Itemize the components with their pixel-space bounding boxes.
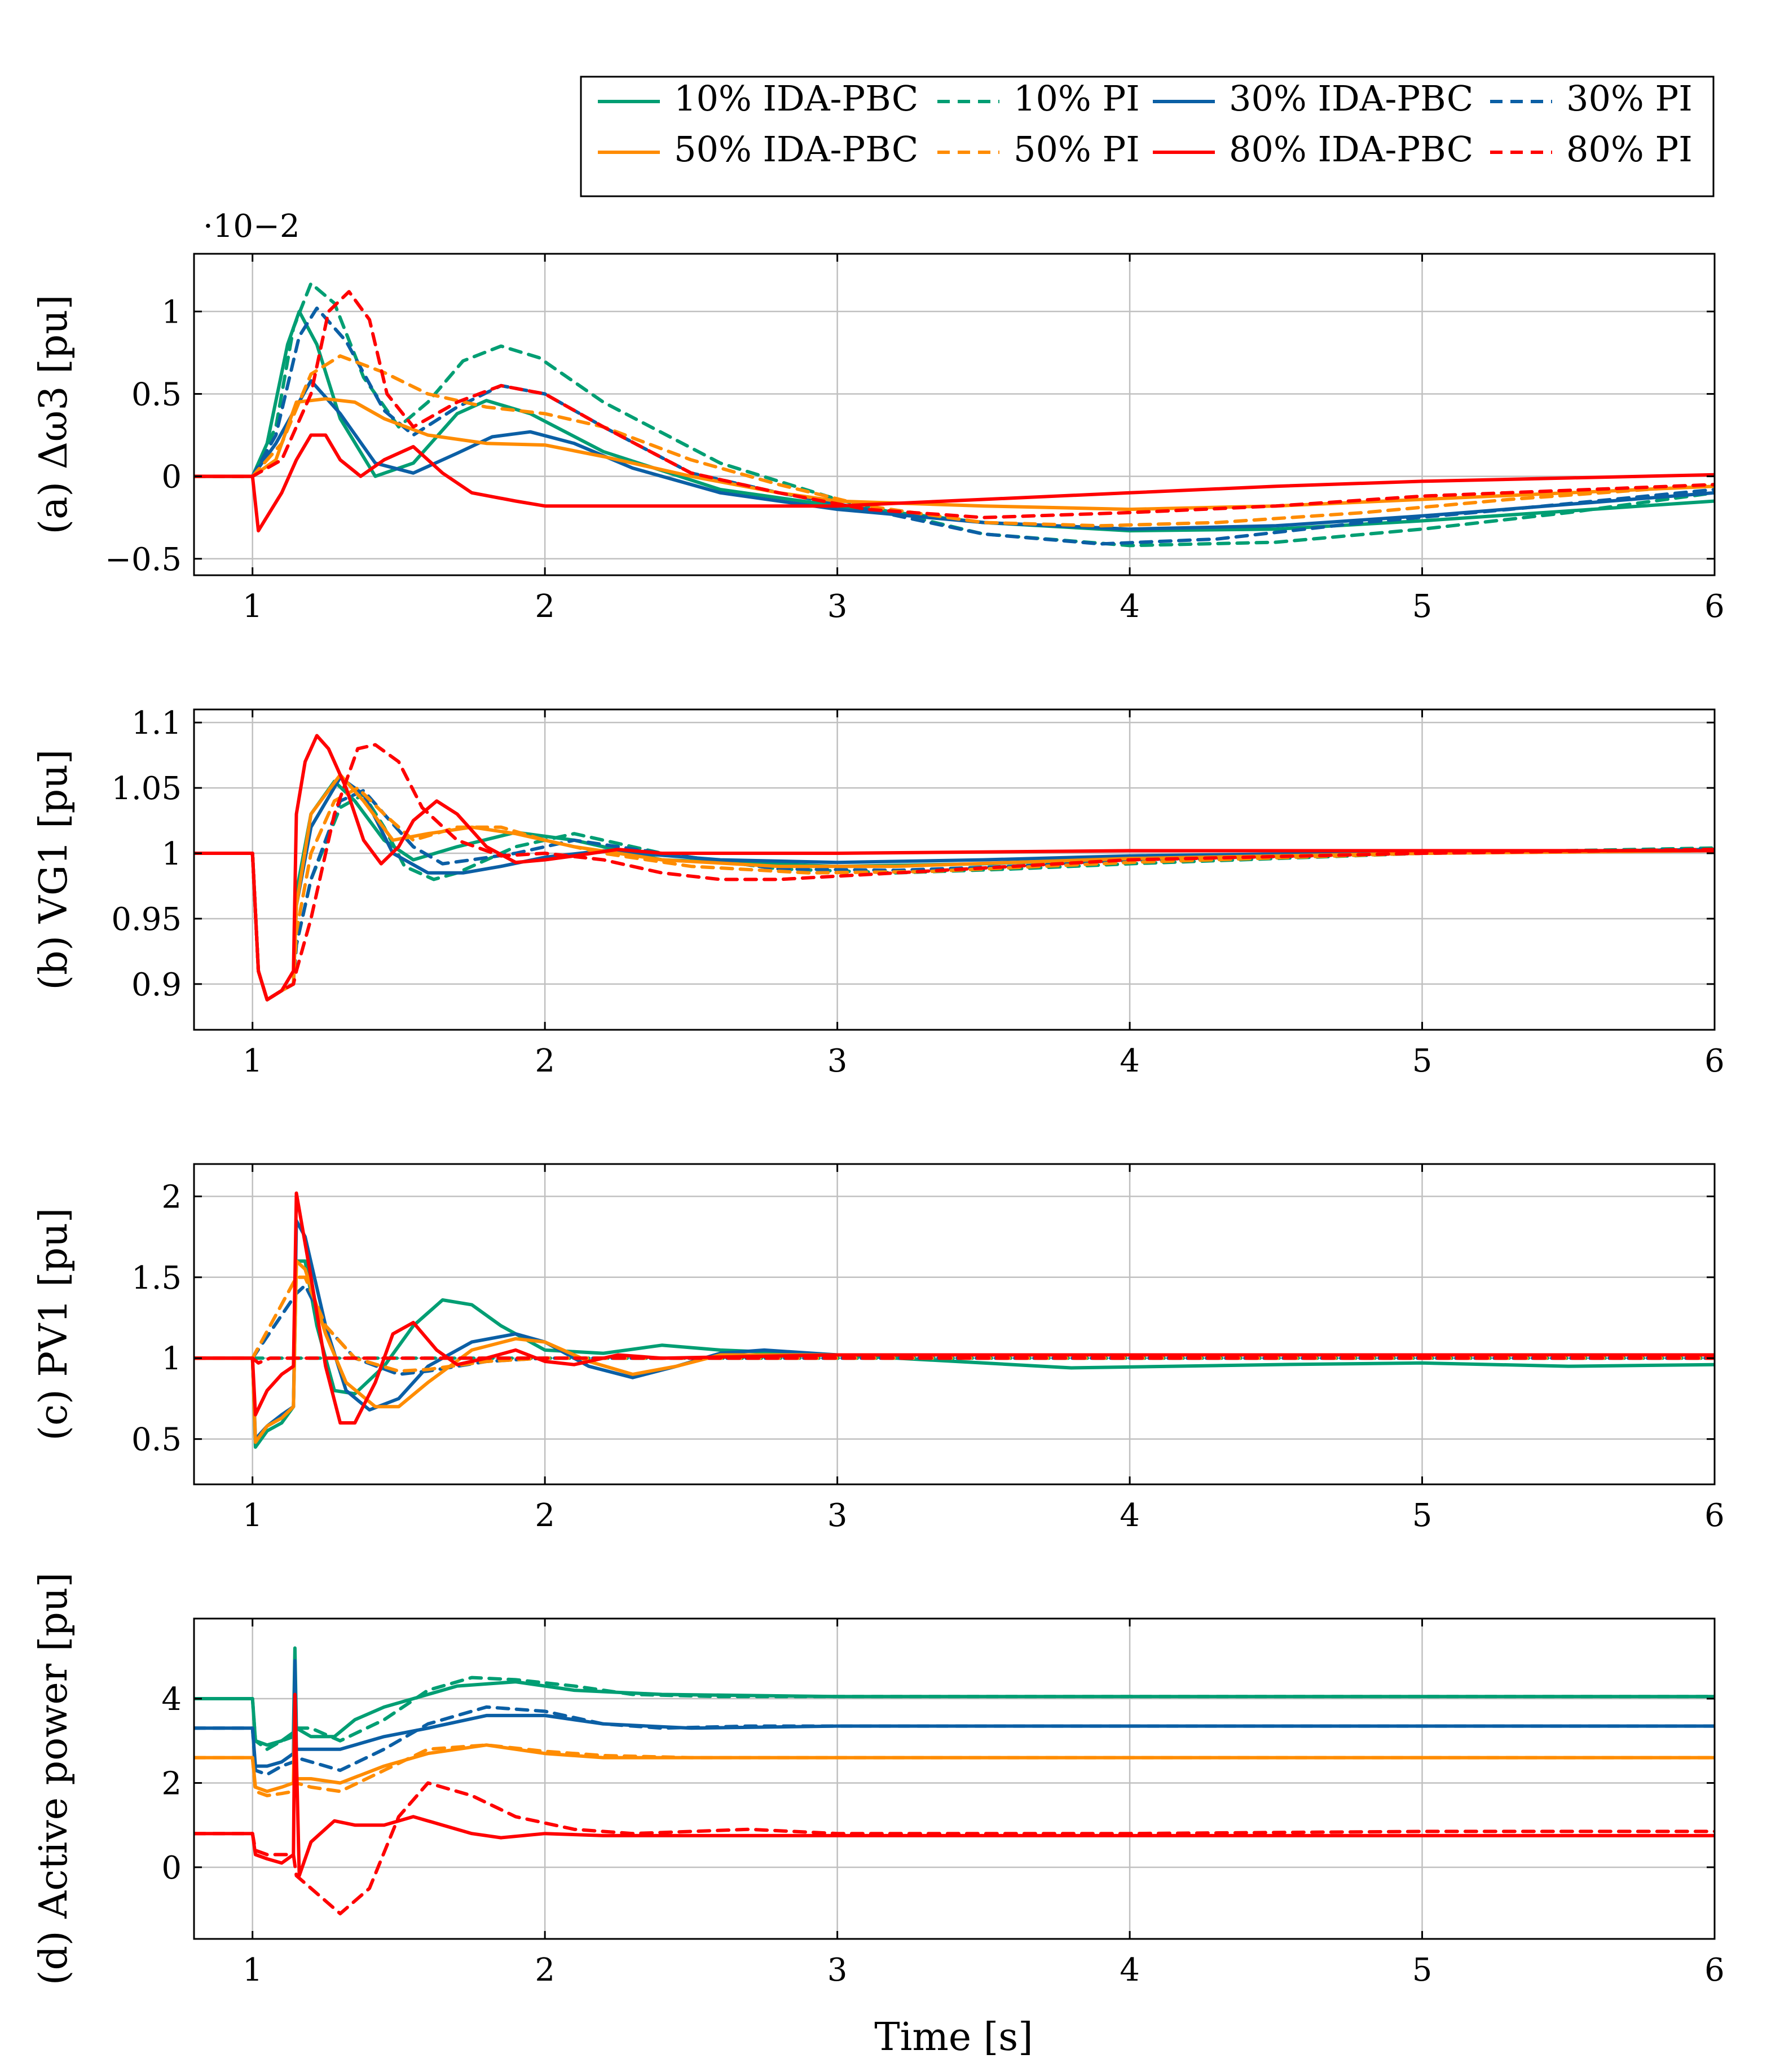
x-tick-label: 4 xyxy=(1120,1043,1140,1079)
legend: 10% IDA-PBC 10% PI 30% IDA-PBC 30% PI 50% ID… xyxy=(580,76,1715,197)
x-tick-label: 5 xyxy=(1412,1043,1433,1079)
y-tick-label: 0 xyxy=(161,1850,182,1886)
series-line-80-ida-pbc xyxy=(194,433,1715,533)
chart-panels: 1 2 3 4 5 6 −0.5 0 0.5 1 (a) Δω3 [pu] ·10−2 1 2 3 4 5 6 0.… xyxy=(32,208,1725,1989)
series-line-80-pi xyxy=(194,1356,1715,1365)
y-tick-label: 1 xyxy=(161,1341,182,1377)
series-line-80-ida-pbc xyxy=(194,734,1715,1002)
series-line-30-pi xyxy=(194,306,1715,546)
x-tick-label: 2 xyxy=(535,1497,555,1534)
y-tick-label: −0.5 xyxy=(105,541,182,578)
x-axis-label: Time [s] xyxy=(874,2015,1033,2060)
chart-panel-4: 1 2 3 4 5 6 0 2 4 (d) Active power [pu] xyxy=(32,1572,1725,1989)
series-line-10-ida-pbc xyxy=(194,310,1715,533)
legend-label: 10% IDA-PBC xyxy=(674,78,918,119)
series-group xyxy=(194,734,1715,1002)
x-tick-label: 6 xyxy=(1704,1497,1725,1534)
y-tick-label: 1 xyxy=(161,836,182,872)
y-tick-label: 1.1 xyxy=(131,705,182,742)
series-group xyxy=(194,281,1715,548)
y-scale-label: ·10−2 xyxy=(203,208,300,245)
y-tick-label: 0.5 xyxy=(131,1422,182,1458)
x-tick-label: 4 xyxy=(1120,1497,1140,1534)
y-axis-label: (d) Active power [pu] xyxy=(32,1572,76,1985)
plot-area xyxy=(194,1164,1715,1484)
y-tick-label: 0 xyxy=(161,459,182,496)
plot-area xyxy=(194,1619,1715,1939)
series-line-10-ida-pbc xyxy=(194,1259,1715,1449)
series-line-50-pi xyxy=(194,1275,1715,1373)
x-tick-label: 3 xyxy=(827,588,848,625)
series-line-80-pi xyxy=(194,1781,1715,1916)
legend-label: 30% PI xyxy=(1566,78,1693,119)
x-tick-label: 3 xyxy=(827,1952,848,1989)
x-tick-label: 5 xyxy=(1412,588,1433,625)
y-tick-label: 2 xyxy=(161,1765,182,1802)
series-line-80-pi xyxy=(194,290,1715,519)
plot-frame xyxy=(193,1163,1716,1485)
series-line-80-ida-pbc xyxy=(194,1692,1715,1877)
x-tick-label: 1 xyxy=(243,588,263,625)
x-tick-label: 5 xyxy=(1412,1952,1433,1989)
x-tick-label: 2 xyxy=(535,588,555,625)
y-tick-label: 1.05 xyxy=(111,770,182,807)
x-tick-label: 1 xyxy=(243,1043,263,1079)
series-line-30-pi xyxy=(194,1705,1715,1776)
chart-panel-3: 1 2 3 4 5 6 0.5 1 1.5 2 (c) PV1 [pu] xyxy=(32,1163,1725,1534)
x-tick-label: 6 xyxy=(1704,1043,1725,1079)
legend-label: 50% IDA-PBC xyxy=(674,129,918,170)
plot-frame xyxy=(193,1617,1716,1940)
series-line-80-pi xyxy=(194,743,1715,1002)
x-tick-label: 4 xyxy=(1120,588,1140,625)
y-tick-label: 0.5 xyxy=(131,376,182,413)
x-tick-label: 6 xyxy=(1704,588,1725,625)
y-tick-label: 0.95 xyxy=(111,901,182,938)
x-tick-label: 2 xyxy=(535,1952,555,1989)
x-tick-label: 3 xyxy=(827,1043,848,1079)
x-tick-label: 4 xyxy=(1120,1952,1140,1989)
series-group xyxy=(194,1191,1715,1449)
chart-panel-1: 1 2 3 4 5 6 −0.5 0 0.5 1 (a) Δω3 [pu] ·10−2 xyxy=(32,208,1725,625)
y-axis-label: (a) Δω3 [pu] xyxy=(32,294,76,534)
series-line-10-pi xyxy=(194,1676,1715,1751)
x-tick-label: 6 xyxy=(1704,1952,1725,1989)
legend-label: 10% PI xyxy=(1014,78,1140,119)
y-axis-label: (b) VG1 [pu] xyxy=(32,750,76,990)
legend-box xyxy=(580,76,1715,197)
legend-label: 80% PI xyxy=(1566,129,1693,170)
legend-label: 30% IDA-PBC xyxy=(1229,78,1473,119)
x-tick-label: 1 xyxy=(243,1952,263,1989)
x-tick-label: 3 xyxy=(827,1497,848,1534)
y-tick-label: 4 xyxy=(161,1681,182,1718)
x-tick-label: 2 xyxy=(535,1043,555,1079)
plot-frame xyxy=(193,253,1716,576)
series-group xyxy=(194,1646,1715,1916)
series-line-50-pi xyxy=(194,1743,1715,1797)
series-line-50-ida-pbc xyxy=(194,1697,1715,1793)
legend-label: 80% IDA-PBC xyxy=(1229,129,1473,170)
y-tick-label: 2 xyxy=(161,1179,182,1215)
x-tick-label: 1 xyxy=(243,1497,263,1534)
y-tick-label: 1.5 xyxy=(131,1260,182,1297)
y-axis-label: (c) PV1 [pu] xyxy=(32,1208,76,1441)
plot-frame xyxy=(193,708,1716,1031)
series-line-30-ida-pbc xyxy=(194,379,1715,531)
x-tick-label: 5 xyxy=(1412,1497,1433,1534)
y-tick-label: 0.9 xyxy=(131,967,182,1003)
legend-label: 50% PI xyxy=(1014,129,1140,170)
y-tick-label: 1 xyxy=(161,294,182,330)
chart-panel-2: 1 2 3 4 5 6 0.9 0.95 1 1.05 1.1 (b) VG1 [pu] xyxy=(32,705,1725,1079)
series-line-10-pi xyxy=(194,281,1715,548)
